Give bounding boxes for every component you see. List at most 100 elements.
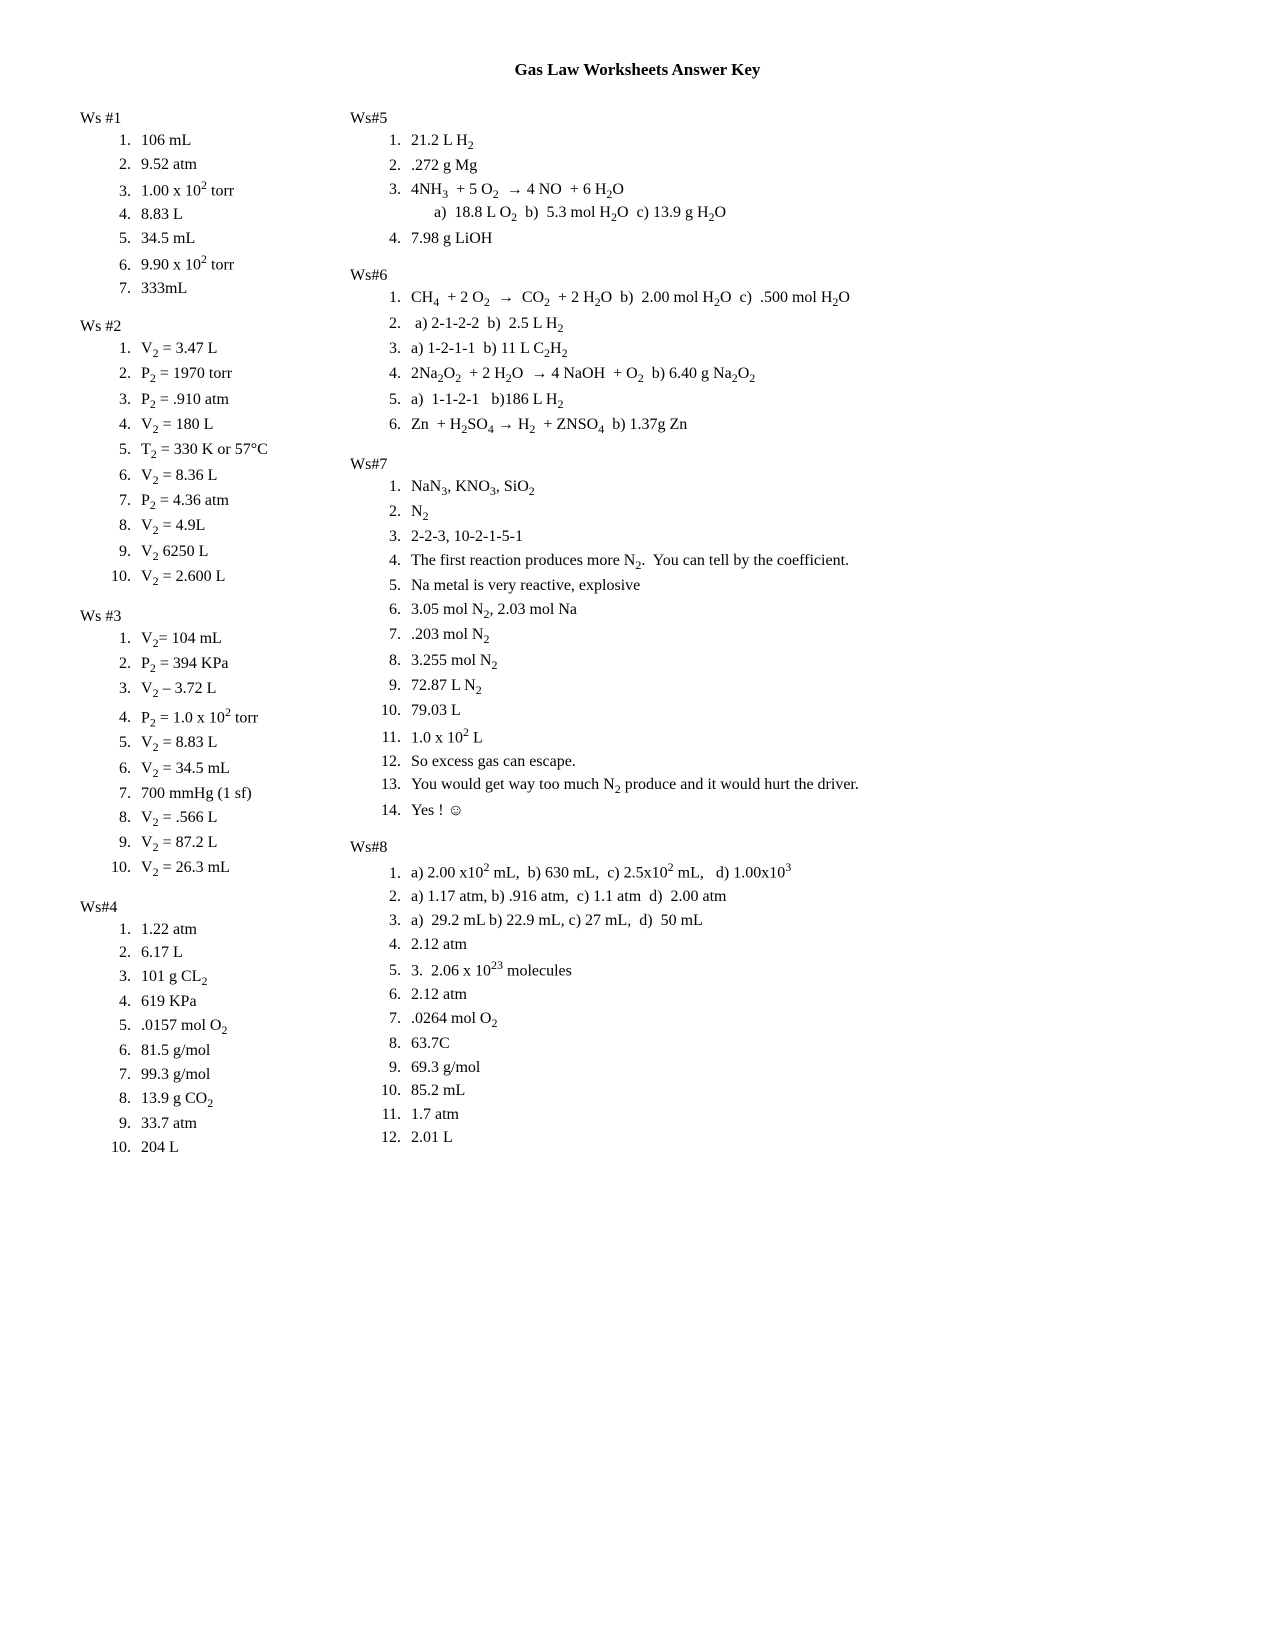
answer-list: NaN3, KNO3, SiO2N22-2-3, 10-2-1-5-1The f…: [350, 476, 1195, 822]
answer-list: 1.22 atm6.17 L101 g CL2619 KPa.0157 mol …: [80, 919, 330, 1158]
worksheet-section: Ws #2 V2 = 3.47 LP2 = 1970 torr P2 = .910 …: [80, 318, 330, 590]
answer-item: 79.03 L: [405, 700, 1195, 722]
answer-item: P2 = 394 KPa: [135, 653, 330, 676]
answer-item: P2 = 1.0 x 102 torr: [135, 704, 330, 731]
right-column: Ws#5 21.2 L H2.272 g Mg4NH3 + 5 O2 → 4 NO…: [350, 110, 1195, 1176]
worksheet-section: Ws#8 a) 2.00 x102 mL, b) 630 mL, c) 2.5x1…: [350, 839, 1195, 1149]
answer-item: .203 mol N2: [405, 624, 1195, 647]
answer-item: 2Na2O2 + 2 H2O → 4 NaOH + O2 b) 6.40 g N…: [405, 363, 1195, 386]
answer-item: T2 = 330 K or 57°C: [135, 439, 330, 462]
answer-item: 72.87 L N2: [405, 675, 1195, 698]
answer-item: 2.12 atm: [405, 984, 1195, 1006]
answer-item: 3. 2.06 x 1023 molecules: [405, 957, 1195, 982]
answer-item: 106 mL: [135, 130, 330, 152]
answer-item: 69.3 g/mol: [405, 1057, 1195, 1079]
answer-list: CH4 + 2 O2 → CO2 + 2 H2O b) 2.00 mol H2O…: [350, 287, 1195, 437]
answer-item: V2 – 3.72 L: [135, 678, 330, 701]
answer-item: The first reaction produces more N2. You…: [405, 550, 1195, 573]
section-heading: Ws#4: [80, 899, 330, 917]
answer-item: V2 = 3.47 L: [135, 338, 330, 361]
section-heading: Ws #1: [80, 110, 330, 128]
answer-item: 6.17 L: [135, 942, 330, 964]
section-heading: Ws#6: [350, 267, 1195, 285]
answer-item: 21.2 L H2: [405, 130, 1195, 153]
answer-item: 9.90 x 102 torr: [135, 251, 330, 276]
answer-item: 33.7 atm: [135, 1113, 330, 1135]
answer-list: V2 = 3.47 LP2 = 1970 torrP2 = .910 atmV2…: [80, 338, 330, 590]
answer-item: 2.01 L: [405, 1127, 1195, 1149]
worksheet-section: Ws#5 21.2 L H2.272 g Mg4NH3 + 5 O2 → 4 NO…: [350, 110, 1195, 249]
answer-item: V2 = .566 L: [135, 807, 330, 830]
answer-item: V2 = 180 L: [135, 414, 330, 437]
answer-item: a) 1-2-1-1 b) 11 L C2H2: [405, 338, 1195, 361]
answer-item: 9.52 atm: [135, 154, 330, 176]
answer-item: 8.83 L: [135, 204, 330, 226]
answer-item: 4NH3 + 5 O2 → 4 NO + 6 H2Oa) 18.8 L O2 b…: [405, 179, 1195, 226]
answer-item: .0157 mol O2: [135, 1015, 330, 1038]
worksheet-section: Ws#7 NaN3, KNO3, SiO2N22-2-3, 10-2-1-5-1T…: [350, 456, 1195, 822]
answer-item: 2-2-3, 10-2-1-5-1: [405, 526, 1195, 548]
answer-item: 85.2 mL: [405, 1080, 1195, 1102]
answer-item: 101 g CL2: [135, 966, 330, 989]
left-column: Ws #1 106 mL9.52 atm1.00 x 102 torr8.83 L…: [80, 110, 330, 1176]
answer-item: 700 mmHg (1 sf): [135, 783, 330, 805]
answer-item: V2 = 4.9L: [135, 515, 330, 538]
answer-item: 1.7 atm: [405, 1104, 1195, 1126]
answer-item: a) 1-1-2-1 b)186 L H2: [405, 389, 1195, 412]
answer-item: 34.5 mL: [135, 228, 330, 250]
answer-list: 21.2 L H2.272 g Mg4NH3 + 5 O2 → 4 NO + 6…: [350, 130, 1195, 249]
answer-list: a) 2.00 x102 mL, b) 630 mL, c) 2.5x102 m…: [350, 859, 1195, 1149]
worksheet-section: Ws #1 106 mL9.52 atm1.00 x 102 torr8.83 L…: [80, 110, 330, 300]
section-heading: Ws#5: [350, 110, 1195, 128]
answer-item: V2 = 2.600 L: [135, 566, 330, 589]
answer-item: 1.22 atm: [135, 919, 330, 941]
answer-item: 1.0 x 102 L: [405, 724, 1195, 749]
answer-item: 63.7C: [405, 1033, 1195, 1055]
answer-item: 99.3 g/mol: [135, 1064, 330, 1086]
answer-item: V2 = 8.83 L: [135, 732, 330, 755]
answer-item: V2 = 26.3 mL: [135, 857, 330, 880]
answer-item: .0264 mol O2: [405, 1008, 1195, 1031]
answer-item: So excess gas can escape.: [405, 751, 1195, 773]
answer-item: a) 29.2 mL b) 22.9 mL, c) 27 mL, d) 50 m…: [405, 910, 1195, 932]
answer-item: 3.05 mol N2, 2.03 mol Na: [405, 599, 1195, 622]
answer-item: P2 = .910 atm: [135, 389, 330, 412]
answer-item: Zn + H2SO4 → H2 + ZNSO4 b) 1.37g Zn: [405, 414, 1195, 437]
page-title: Gas Law Worksheets Answer Key: [80, 60, 1195, 80]
section-heading: Ws #3: [80, 608, 330, 626]
answer-list: V2= 104 mLP2 = 394 KPaV2 – 3.72 L P2 = 1.…: [80, 628, 330, 881]
answer-item: V2 = 8.36 L: [135, 465, 330, 488]
answer-item: N2: [405, 501, 1195, 524]
answer-item: a) 2.00 x102 mL, b) 630 mL, c) 2.5x102 m…: [405, 859, 1195, 884]
answer-item: 333mL: [135, 278, 330, 300]
answer-item: .272 g Mg: [405, 155, 1195, 177]
answer-item: 3.255 mol N2: [405, 650, 1195, 673]
answer-item: V2= 104 mL: [135, 628, 330, 651]
answer-item: 2.12 atm: [405, 934, 1195, 956]
answer-item: V2 = 87.2 L: [135, 832, 330, 855]
answer-item: P2 = 4.36 atm: [135, 490, 330, 513]
answer-item: NaN3, KNO3, SiO2: [405, 476, 1195, 499]
content-columns: Ws #1 106 mL9.52 atm1.00 x 102 torr8.83 L…: [80, 110, 1195, 1176]
answer-item: 13.9 g CO2: [135, 1088, 330, 1111]
answer-item: V2 6250 L: [135, 541, 330, 564]
answer-item: a) 2-1-2-2 b) 2.5 L H2: [405, 313, 1195, 336]
section-heading: Ws #2: [80, 318, 330, 336]
answer-item: a) 1.17 atm, b) .916 atm, c) 1.1 atm d) …: [405, 886, 1195, 908]
section-heading: Ws#7: [350, 456, 1195, 474]
answer-list: 106 mL9.52 atm1.00 x 102 torr8.83 L34.5 …: [80, 130, 330, 300]
worksheet-section: Ws #3 V2= 104 mLP2 = 394 KPaV2 – 3.72 L P2…: [80, 608, 330, 881]
answer-item: Yes ! ☺: [405, 800, 1195, 822]
answer-item: V2 = 34.5 mL: [135, 758, 330, 781]
answer-item: Na metal is very reactive, explosive: [405, 575, 1195, 597]
answer-item: 204 L: [135, 1137, 330, 1159]
answer-item: 7.98 g LiOH: [405, 228, 1195, 250]
answer-item: P2 = 1970 torr: [135, 363, 330, 386]
worksheet-section: Ws#4 1.22 atm6.17 L101 g CL2619 KPa.0157 …: [80, 899, 330, 1158]
worksheet-section: Ws#6 CH4 + 2 O2 → CO2 + 2 H2O b) 2.00 mol…: [350, 267, 1195, 437]
section-heading: Ws#8: [350, 839, 1195, 857]
answer-item: You would get way too much N2 produce an…: [405, 774, 1195, 797]
answer-item: 1.00 x 102 torr: [135, 177, 330, 202]
answer-item: 81.5 g/mol: [135, 1040, 330, 1062]
answer-subitem: a) 18.8 L O2 b) 5.3 mol H2O c) 13.9 g H2…: [434, 202, 1195, 225]
